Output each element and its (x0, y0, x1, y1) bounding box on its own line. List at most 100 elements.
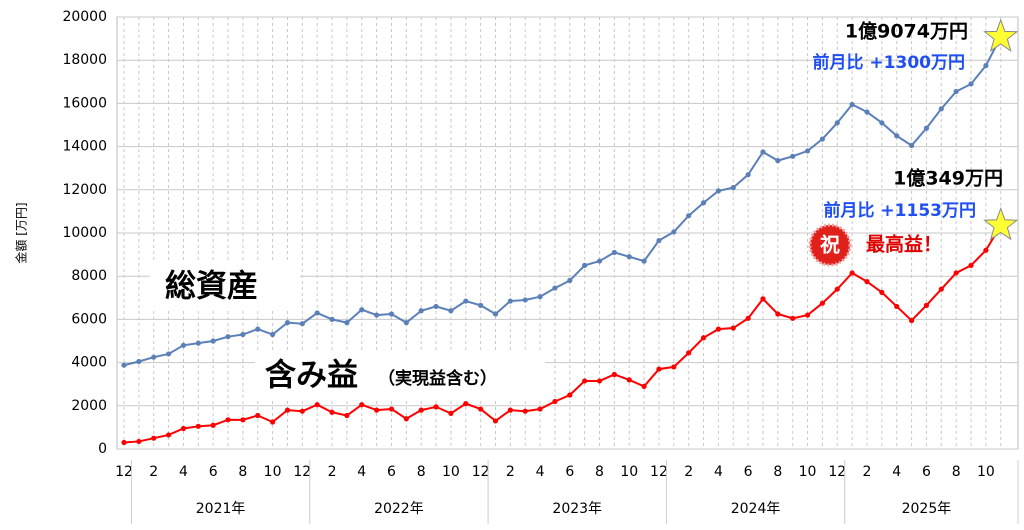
data-point (775, 311, 781, 317)
x-tick-label: 2 (684, 464, 693, 480)
data-point (790, 315, 796, 321)
data-point (790, 153, 796, 159)
data-point (715, 188, 722, 194)
data-point (210, 422, 216, 428)
data-point (478, 406, 484, 412)
data-point (745, 172, 751, 178)
data-point (359, 402, 365, 408)
label-bg (150, 262, 300, 310)
data-point (151, 435, 157, 441)
data-point (715, 326, 722, 332)
y-tick-label: 2000 (71, 398, 107, 414)
x-tick-label: 4 (536, 464, 545, 480)
data-point (165, 432, 172, 438)
data-point (210, 338, 216, 344)
data-point (151, 354, 157, 360)
data-point (864, 279, 870, 285)
data-point (388, 311, 395, 317)
data-point (270, 419, 276, 425)
x-tick-label: 4 (179, 464, 188, 480)
x-tick-label: 2 (506, 464, 515, 480)
data-point (968, 262, 974, 268)
data-point (596, 378, 603, 384)
data-point (329, 316, 335, 322)
data-point (686, 350, 692, 356)
data-point (270, 331, 276, 338)
data-point (121, 362, 127, 368)
x-tick-label: 12 (115, 464, 133, 480)
data-point (656, 237, 662, 244)
y-tick-label: 6000 (71, 311, 107, 327)
year-label: 2024年 (731, 501, 781, 517)
data-point (923, 125, 930, 131)
data-point (700, 335, 707, 341)
data-point (507, 407, 513, 413)
series-label: 総資産 (165, 269, 258, 305)
data-point (180, 425, 187, 432)
data-point (671, 229, 677, 235)
data-point (730, 185, 736, 191)
x-tick-label: 8 (773, 464, 782, 480)
data-point (359, 307, 365, 313)
data-point (403, 416, 409, 422)
y-tick-label: 14000 (62, 139, 107, 155)
data-point (879, 289, 885, 295)
data-point (582, 378, 588, 384)
data-point (894, 133, 900, 139)
data-point (760, 149, 766, 155)
x-tick-label: 10 (442, 464, 460, 480)
data-point (567, 392, 573, 398)
x-tick-label: 6 (387, 464, 396, 480)
x-tick-label: 2 (149, 464, 158, 480)
data-point (834, 120, 840, 126)
y-tick-label: 12000 (62, 182, 107, 198)
data-point (834, 286, 840, 292)
data-point (492, 311, 499, 317)
series-line (123, 36, 1002, 367)
annotation: 前月比 +1300万円 (813, 52, 965, 73)
x-tick-label: 4 (357, 464, 366, 480)
data-point (344, 320, 350, 326)
x-tick-label: 4 (714, 464, 723, 480)
data-point (314, 402, 320, 408)
data-point (908, 142, 915, 149)
data-point (433, 404, 439, 410)
label-bg (255, 352, 545, 400)
year-label: 2023年 (552, 501, 602, 517)
data-point (195, 340, 201, 346)
badge: 祝 (820, 233, 840, 257)
x-tick-label: 6 (744, 464, 753, 480)
data-point (374, 407, 380, 413)
data-point (121, 439, 127, 446)
data-point (403, 320, 409, 326)
annotation: 前月比 +1153万円 (824, 200, 976, 221)
data-point (136, 438, 142, 445)
data-point (418, 407, 424, 413)
data-point (463, 298, 469, 304)
data-point (284, 320, 291, 326)
data-point (611, 371, 617, 378)
data-point (478, 302, 484, 308)
data-point (864, 109, 870, 115)
data-point (195, 423, 201, 429)
data-point (299, 408, 305, 414)
series-line (123, 224, 1002, 444)
year-label: 2025年 (902, 501, 952, 517)
data-point (953, 270, 959, 276)
data-point (730, 325, 736, 331)
data-point (522, 408, 528, 414)
series-label: 含み益 (265, 358, 358, 394)
data-point (626, 377, 632, 383)
x-tick-label: 6 (565, 464, 574, 480)
y-tick-label: 10000 (62, 225, 107, 241)
data-point (507, 298, 513, 304)
x-tick-label: 10 (620, 464, 638, 480)
data-point (983, 63, 989, 69)
x-tick-label: 8 (595, 464, 604, 480)
data-point (908, 317, 915, 324)
data-point (849, 270, 855, 276)
data-point (686, 213, 692, 219)
data-point (552, 285, 558, 291)
data-point (582, 262, 588, 268)
data-point (804, 148, 811, 154)
